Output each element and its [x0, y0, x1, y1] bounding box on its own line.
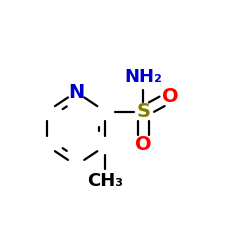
Text: NH₂: NH₂ — [124, 68, 162, 86]
Text: O: O — [162, 88, 178, 106]
Text: CH₃: CH₃ — [88, 172, 124, 190]
Text: N: N — [68, 82, 84, 102]
Text: O: O — [135, 135, 152, 154]
Text: S: S — [136, 102, 150, 121]
